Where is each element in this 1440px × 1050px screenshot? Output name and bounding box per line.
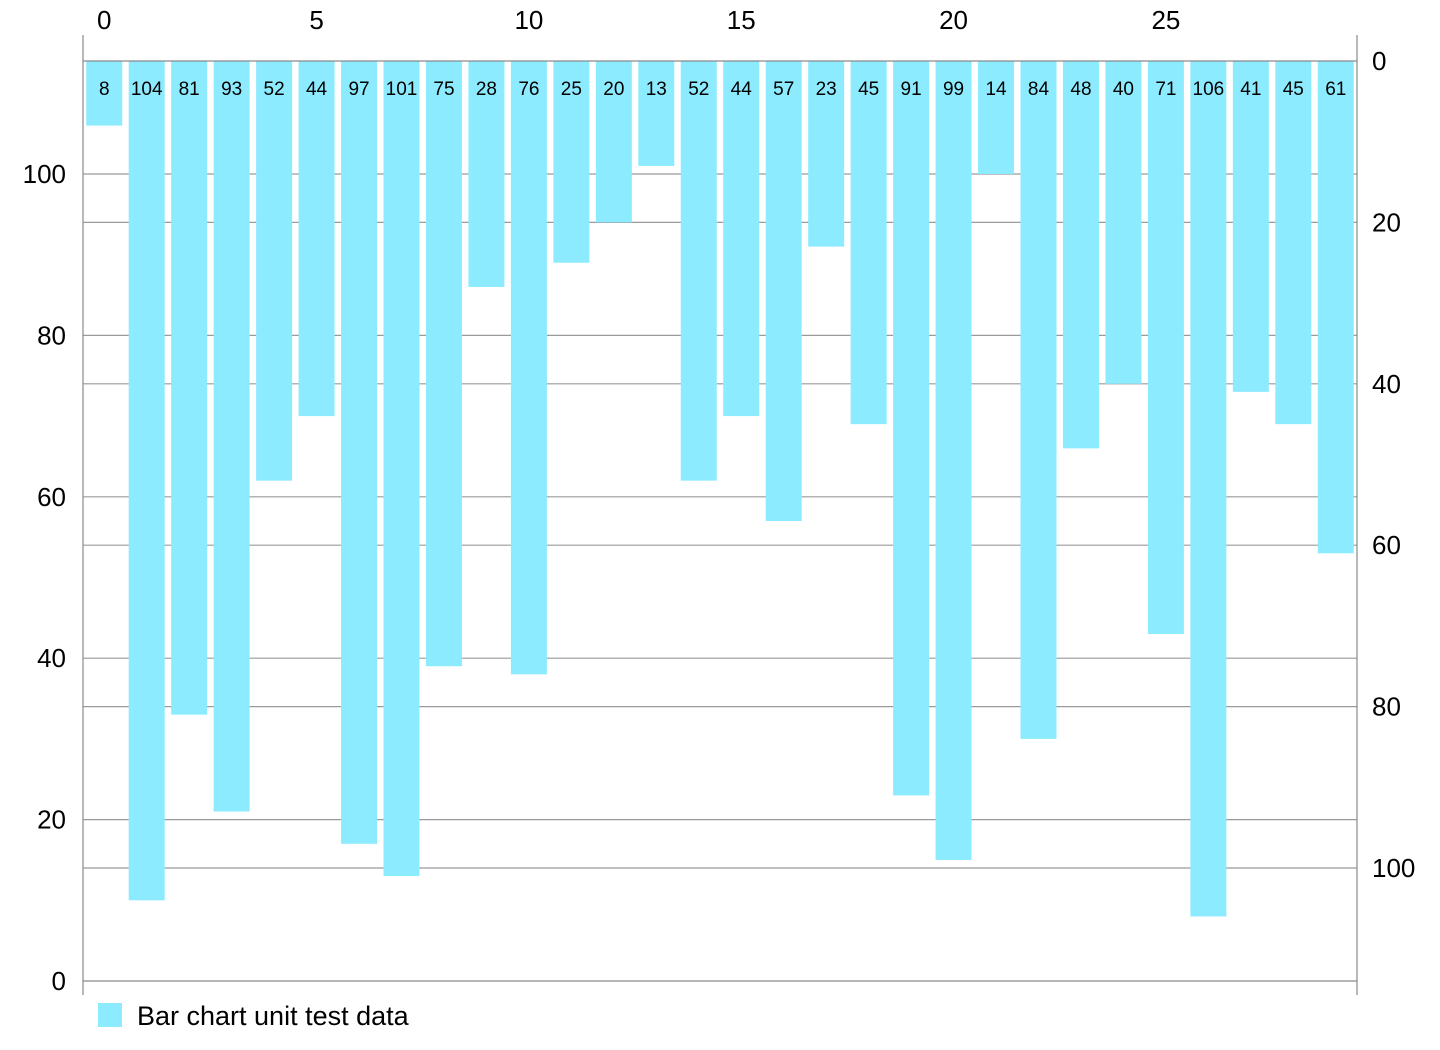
- legend: Bar chart unit test data: [98, 1001, 410, 1031]
- bar-value-label: 8: [99, 79, 110, 100]
- bar-value-label: 25: [561, 79, 582, 100]
- legend-label: Bar chart unit test data: [137, 1001, 410, 1031]
- right-axis-tick-label: 0: [1372, 46, 1386, 76]
- left-axis-tick-label: 60: [37, 482, 66, 512]
- left-axis-tick-label: 0: [52, 966, 66, 996]
- bar: [298, 61, 335, 417]
- left-axis-tick-label: 100: [23, 159, 66, 189]
- bar-value-label: 91: [901, 79, 922, 100]
- bar: [850, 61, 887, 425]
- bar-value-label: 44: [731, 79, 753, 100]
- bar: [256, 61, 293, 481]
- value-labels: 8 104 81 93 52 44 97 101 75 28 76 25 20 13 52 44 57 23 45 9…: [99, 79, 1346, 100]
- bar: [723, 61, 760, 417]
- bar: [425, 61, 462, 667]
- bar-value-label: 93: [221, 79, 242, 100]
- bar: [595, 61, 632, 223]
- bar-value-label: 61: [1325, 79, 1346, 100]
- bar-value-label: 75: [433, 79, 454, 100]
- bar-value-label: 52: [688, 79, 709, 100]
- right-axis-tick-label: 80: [1372, 692, 1401, 722]
- top-axis-tick-label: 0: [97, 5, 111, 35]
- bar-value-label: 71: [1155, 79, 1176, 100]
- bar: [893, 61, 930, 796]
- bar: [128, 61, 165, 901]
- bars: [86, 61, 1354, 917]
- bar-value-label: 45: [1283, 79, 1304, 100]
- bar: [553, 61, 590, 263]
- bar: [978, 61, 1015, 174]
- bar: [1147, 61, 1184, 634]
- bar: [341, 61, 378, 844]
- bar: [1020, 61, 1057, 739]
- bar: [171, 61, 208, 715]
- bar-value-label: 40: [1113, 79, 1134, 100]
- bar-value-label: 14: [985, 79, 1007, 100]
- bar: [935, 61, 972, 860]
- bar-value-label: 99: [943, 79, 964, 100]
- bar: [1190, 61, 1227, 917]
- bar: [1275, 61, 1312, 425]
- bar: [680, 61, 717, 481]
- bar: [383, 61, 420, 877]
- bar: [1105, 61, 1142, 384]
- bar-value-label: 106: [1193, 79, 1225, 100]
- right-axis-tick-label: 40: [1372, 369, 1401, 399]
- bar-value-label: 97: [348, 79, 369, 100]
- grid-lines: [83, 173, 1357, 869]
- top-axis-tick-label: 15: [727, 5, 756, 35]
- bar: [1317, 61, 1354, 554]
- top-axis-tick-label: 5: [309, 5, 323, 35]
- bar-value-label: 101: [386, 79, 418, 100]
- bar-value-label: 41: [1240, 79, 1261, 100]
- top-axis-tick-label: 25: [1151, 5, 1180, 35]
- bar-value-label: 23: [816, 79, 837, 100]
- bar: [638, 61, 675, 166]
- bar: [468, 61, 505, 287]
- bar-value-label: 13: [646, 79, 667, 100]
- bar-value-label: 81: [179, 79, 200, 100]
- bar: [1232, 61, 1269, 392]
- left-axis-ticks: 0 20 40 60 80 100: [23, 159, 66, 996]
- top-axis-tick-label: 20: [939, 5, 968, 35]
- bar-value-label: 28: [476, 79, 497, 100]
- bar: [1062, 61, 1099, 449]
- bar-value-label: 48: [1070, 79, 1091, 100]
- left-axis-tick-label: 80: [37, 320, 66, 350]
- bar: [765, 61, 802, 521]
- top-axis-tick-label: 10: [514, 5, 543, 35]
- bar-value-label: 84: [1028, 79, 1050, 100]
- bar-value-label: 57: [773, 79, 794, 100]
- bar: [808, 61, 845, 247]
- bar-value-label: 104: [131, 79, 163, 100]
- right-axis-tick-label: 100: [1372, 853, 1415, 883]
- bar-value-label: 20: [603, 79, 624, 100]
- bar: [510, 61, 547, 675]
- bar-value-label: 76: [518, 79, 539, 100]
- right-axis-tick-label: 60: [1372, 530, 1401, 560]
- bar: [213, 61, 250, 812]
- legend-swatch: [98, 1003, 122, 1027]
- left-axis-tick-label: 40: [37, 643, 66, 673]
- top-axis-ticks: 0 5 10 15 20 25: [97, 5, 1180, 35]
- bar: [86, 61, 123, 126]
- right-axis-ticks: 0 20 40 60 80 100: [1372, 46, 1415, 883]
- bar-value-label: 52: [264, 79, 285, 100]
- axes: [82, 35, 1358, 995]
- right-axis-tick-label: 20: [1372, 207, 1401, 237]
- bar-value-label: 45: [858, 79, 879, 100]
- bar-value-label: 44: [306, 79, 328, 100]
- left-axis-tick-label: 20: [37, 805, 66, 835]
